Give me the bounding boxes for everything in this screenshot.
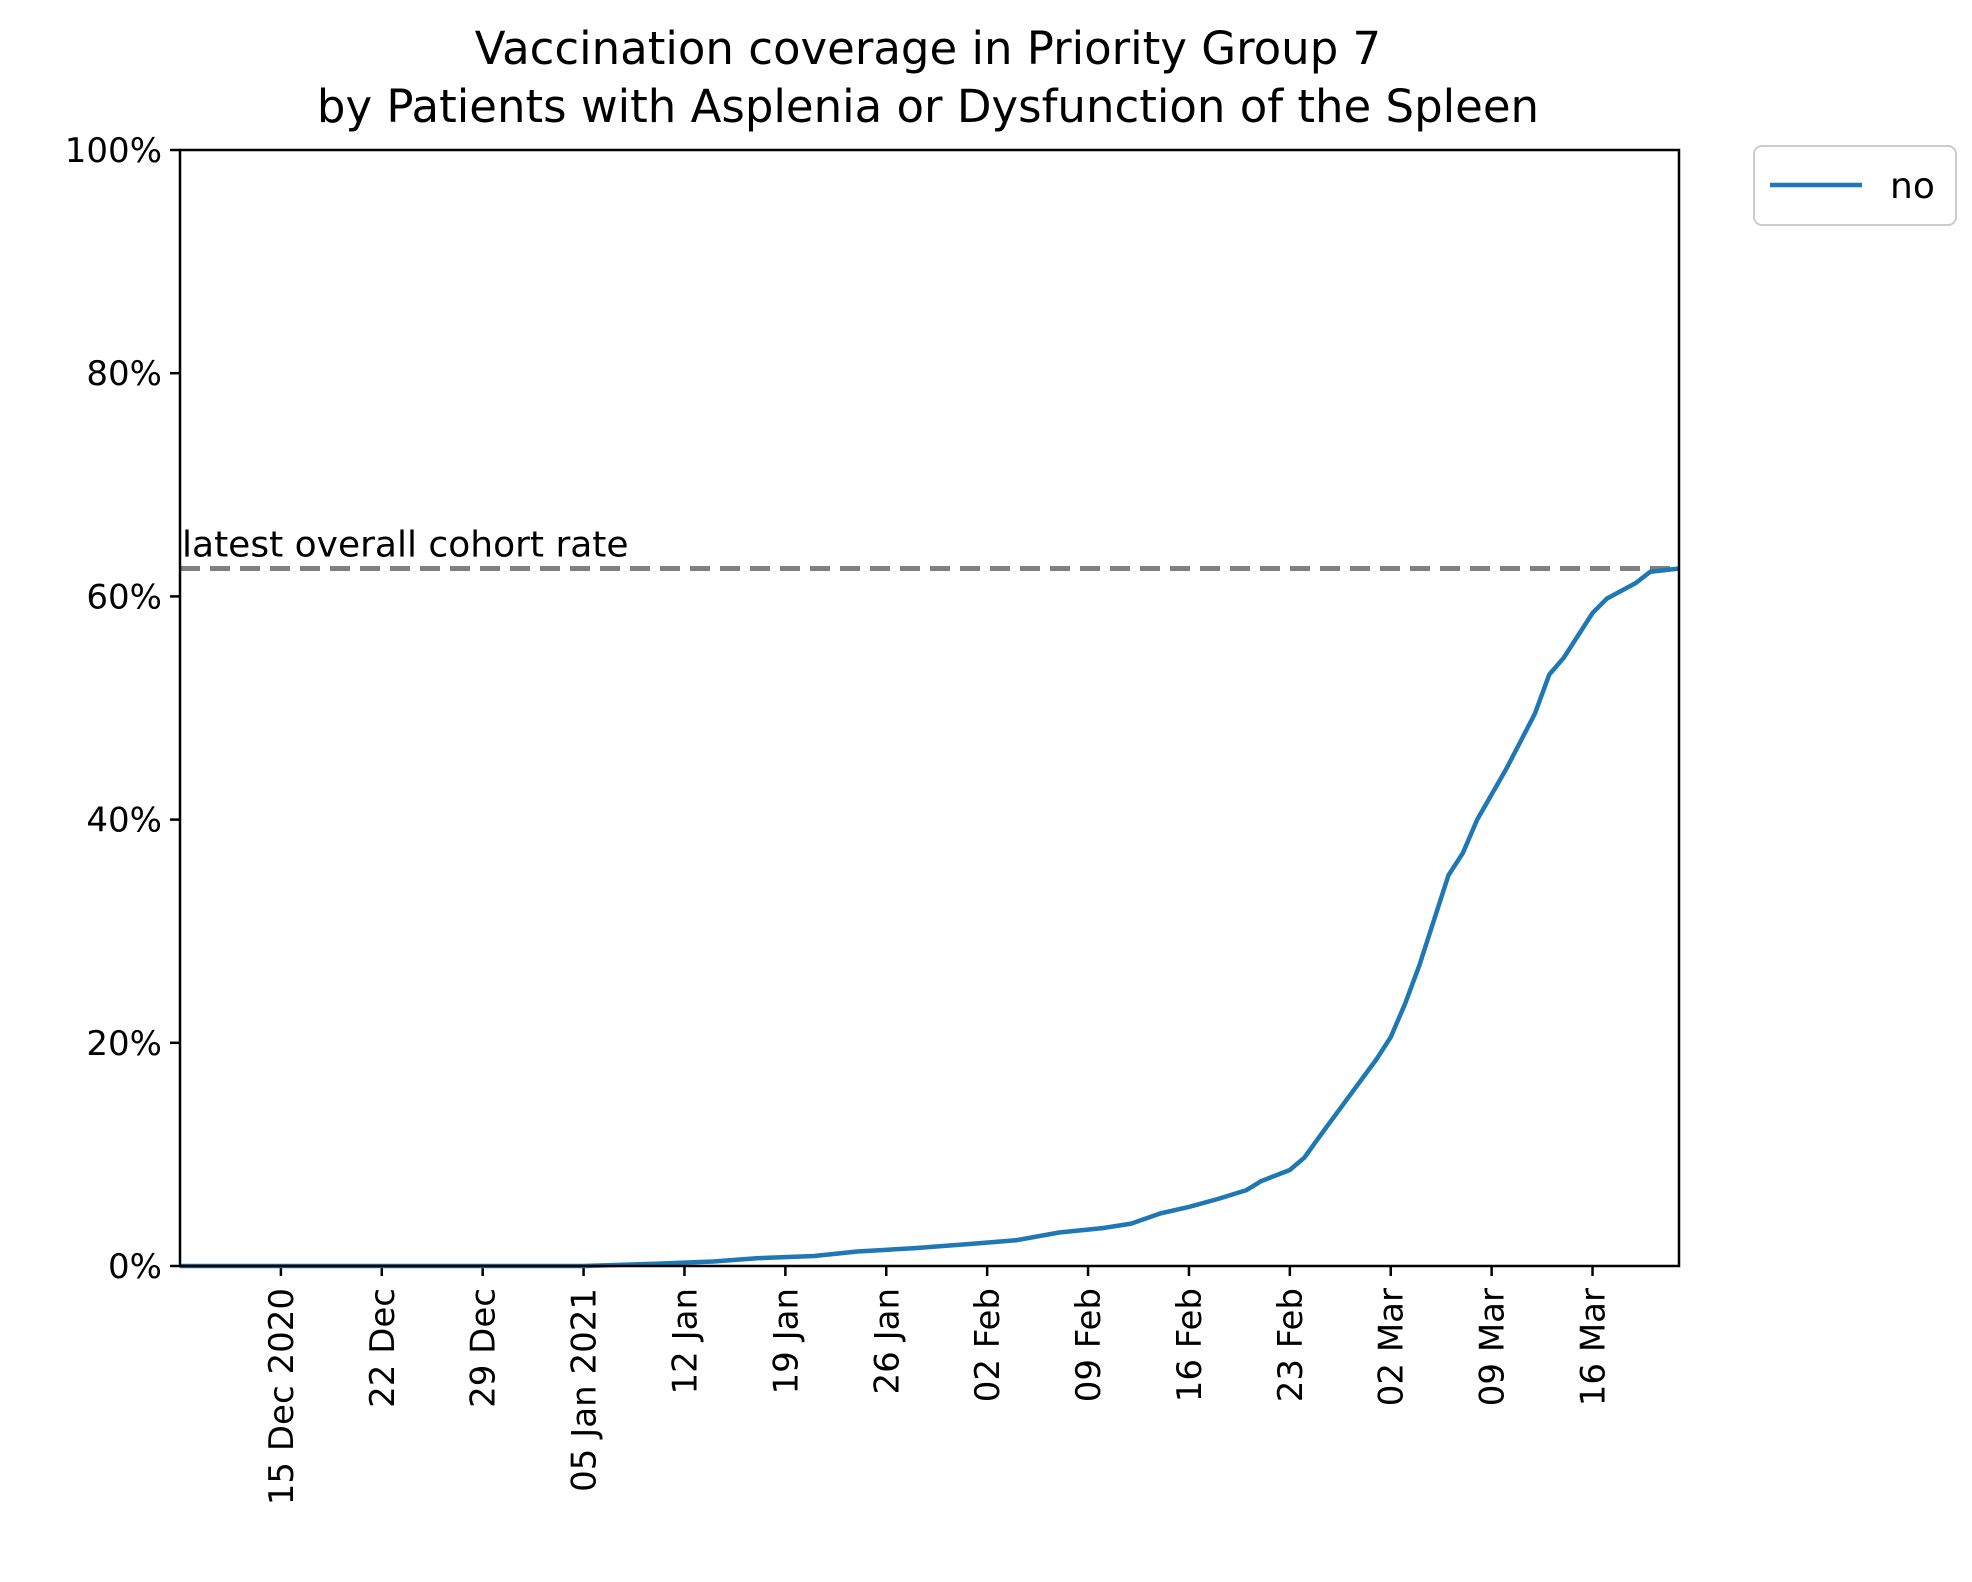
- x-tick-label: 16 Feb: [1170, 1288, 1210, 1402]
- y-tick-label: 80%: [86, 354, 162, 394]
- x-tick-label: 23 Feb: [1271, 1288, 1311, 1402]
- x-tick-label: 09 Mar: [1473, 1288, 1513, 1406]
- y-tick-label: 40%: [86, 801, 162, 841]
- series-line-no: [180, 566, 1680, 1269]
- x-tick-label: 26 Jan: [867, 1288, 907, 1394]
- x-tick-label: 15 Dec 2020: [262, 1288, 302, 1505]
- x-tick-label: 19 Jan: [766, 1288, 806, 1394]
- reference-line-label: latest overall cohort rate: [182, 525, 629, 566]
- y-tick-label: 20%: [86, 1024, 162, 1064]
- chart-title: Vaccination coverage in Priority Group 7: [475, 22, 1381, 75]
- y-tick-label: 0%: [108, 1247, 162, 1287]
- legend: no: [1753, 145, 1957, 226]
- chart-subtitle: by Patients with Asplenia or Dysfunction…: [317, 80, 1539, 133]
- y-axis: 0% 20% 40% 60% 80% 100%: [65, 131, 180, 1287]
- x-axis: 15 Dec 2020 22 Dec 29 Dec 05 Jan 2021 12 Jan…: [262, 1266, 1614, 1505]
- plot-frame: [178, 148, 1681, 1268]
- x-tick-label: 22 Dec: [363, 1288, 403, 1408]
- x-tick-label: 02 Feb: [968, 1288, 1008, 1402]
- x-tick-label: 09 Feb: [1069, 1288, 1109, 1402]
- x-tick-label: 16 Mar: [1574, 1288, 1614, 1406]
- x-tick-label: 05 Jan 2021: [565, 1288, 605, 1492]
- x-tick-label: 02 Mar: [1372, 1288, 1412, 1406]
- y-tick-label: 100%: [65, 131, 162, 171]
- legend-label-no: no: [1890, 166, 1935, 207]
- y-tick-label: 60%: [86, 577, 162, 617]
- x-tick-label: 29 Dec: [464, 1288, 504, 1408]
- x-tick-label: 12 Jan: [665, 1288, 705, 1394]
